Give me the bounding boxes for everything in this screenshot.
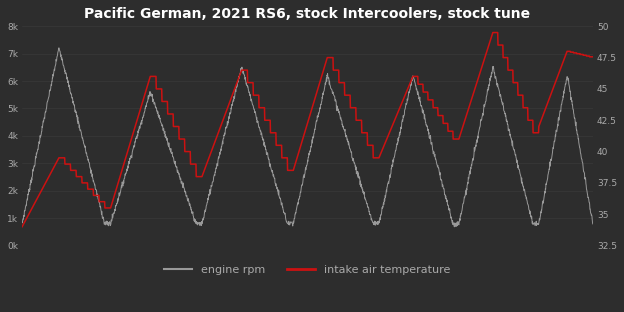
Title: Pacific German, 2021 RS6, stock Intercoolers, stock tune: Pacific German, 2021 RS6, stock Intercoo… (84, 7, 530, 21)
Legend: engine rpm, intake air temperature: engine rpm, intake air temperature (160, 261, 455, 280)
